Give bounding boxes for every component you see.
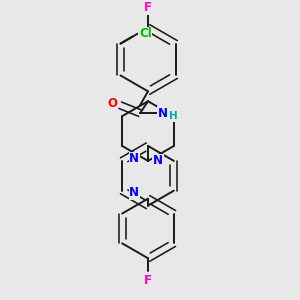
Text: N: N bbox=[153, 154, 163, 167]
Text: H: H bbox=[169, 111, 178, 121]
Text: N: N bbox=[129, 152, 139, 165]
Text: N: N bbox=[129, 186, 139, 199]
Text: O: O bbox=[107, 97, 117, 110]
Text: F: F bbox=[144, 274, 152, 286]
Text: F: F bbox=[144, 1, 152, 14]
Text: Cl: Cl bbox=[139, 27, 152, 40]
Text: N: N bbox=[158, 107, 168, 120]
